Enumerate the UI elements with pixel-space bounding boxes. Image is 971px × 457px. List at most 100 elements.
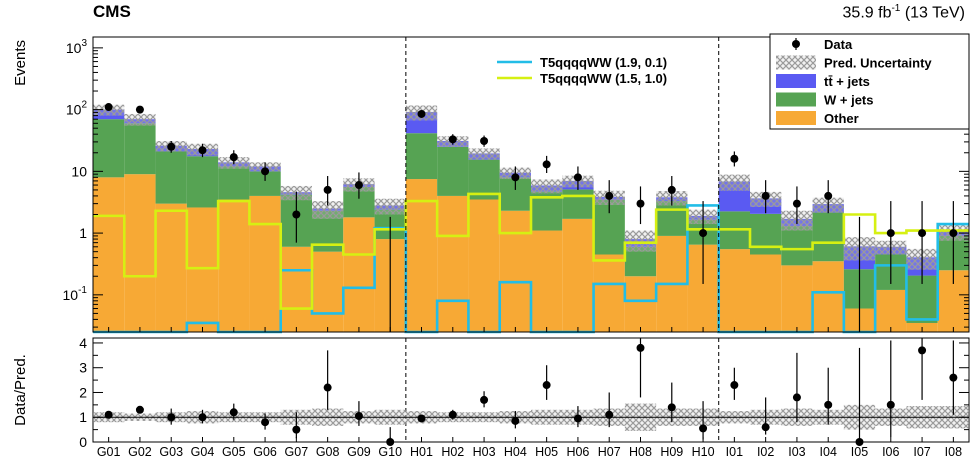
bar-other (93, 177, 125, 332)
top-frame (92, 36, 970, 333)
bar-other (562, 218, 594, 332)
ratio-point (229, 408, 238, 417)
bottom-frame (92, 337, 970, 443)
bar-wjets (93, 119, 125, 178)
y-tick-label: 10-1 (63, 285, 88, 303)
uncertainty-band (531, 179, 563, 194)
ratio-point (323, 383, 332, 392)
bar-wjets (405, 133, 438, 180)
x-tick-label: H02 (441, 445, 464, 457)
data-point (511, 173, 520, 182)
experiment-label: CMS (93, 2, 131, 21)
x-tick-label: G01 (97, 445, 121, 457)
x-tick-label: I06 (882, 445, 899, 457)
bar-wjets (218, 166, 250, 200)
data-point (918, 229, 927, 238)
data-point (417, 109, 426, 118)
x-tick-label: G08 (316, 445, 340, 457)
data-point (792, 199, 801, 208)
data-point (198, 146, 207, 155)
data-point (104, 103, 113, 112)
x-tick-label: G02 (128, 445, 152, 457)
bar-other (343, 217, 375, 332)
ratio-y-axis-label: Data/Pred. (12, 354, 29, 426)
bar-other (312, 251, 344, 332)
ratio-point (448, 410, 457, 419)
data-point (573, 173, 582, 182)
bar-other (781, 265, 813, 332)
ratio-y-tick-label: 2 (79, 384, 87, 400)
luminosity-label: 35.9 fb-1 (13 TeV) (843, 3, 965, 22)
data-point (761, 191, 770, 200)
x-tick-label: H07 (598, 445, 621, 457)
bar-wjets (781, 226, 813, 266)
data-point (730, 154, 739, 163)
bar-other (280, 246, 312, 332)
uncertainty-band (312, 201, 344, 219)
data-point (135, 105, 144, 114)
ratio-point (699, 424, 708, 433)
bar-other (812, 261, 844, 332)
y-tick-label: 103 (66, 38, 88, 56)
bar-other (405, 179, 438, 332)
data-point (292, 210, 301, 219)
ratio-point (480, 395, 489, 404)
data-point (480, 137, 489, 146)
bar-wjets (624, 246, 657, 277)
x-tick-label: H04 (504, 445, 527, 457)
ratio-point (824, 400, 833, 409)
y-tick-base: 10 (66, 102, 82, 118)
x-tick-label: G05 (222, 445, 246, 457)
ratio-point (261, 418, 270, 427)
ratio-point (135, 405, 144, 414)
y-tick-base: 10 (66, 40, 82, 56)
x-tick-label: H10 (692, 445, 715, 457)
data-point (699, 229, 708, 238)
uncertainty-band (124, 113, 156, 126)
bar-other (624, 276, 657, 332)
x-tick-label: G03 (159, 445, 183, 457)
ratio-point (167, 413, 176, 422)
ratio-point (511, 416, 520, 425)
bar-wjets (124, 123, 156, 175)
x-tick-label: H06 (566, 445, 589, 457)
data-point (636, 199, 645, 208)
ratio-point (761, 423, 770, 432)
ratio-point (104, 410, 113, 419)
y-tick-label: 102 (66, 100, 88, 118)
ratio-point (636, 343, 645, 352)
ratio-point (730, 381, 739, 390)
ratio-y-tick-label: 0 (79, 434, 87, 450)
bar-other (249, 195, 281, 332)
data-point (605, 191, 614, 200)
data-point (323, 185, 332, 194)
x-tick-label: G06 (253, 445, 277, 457)
bar-other (593, 254, 625, 332)
bar-wjets (750, 213, 782, 255)
lumi-value: 35.9 fb (842, 4, 892, 22)
x-tick-label: G07 (285, 445, 309, 457)
ratio-point (354, 412, 363, 420)
legend-swatch (776, 55, 816, 70)
bar-other (186, 207, 219, 332)
x-tick-label: H05 (535, 445, 558, 457)
ratio-point (792, 393, 801, 402)
legend-signal-entry: T5qqqqWW (1.5, 1.0) (540, 71, 667, 86)
ratio-point (198, 413, 207, 422)
x-tick-label: G09 (347, 445, 371, 457)
legend-swatch (776, 92, 816, 107)
data-point (949, 229, 958, 238)
legend-entry: Pred. Uncertainty (824, 56, 932, 71)
top-y-axis-label: Events (12, 40, 29, 86)
legend-data-marker (792, 40, 800, 48)
uncertainty-band (624, 230, 657, 252)
legend-entry: W + jets (824, 93, 874, 108)
bar-other (437, 195, 469, 332)
uncertainty-band (374, 198, 406, 215)
data-point (354, 181, 363, 190)
y-tick-label: 10 (71, 163, 87, 179)
ratio-y-tick-label: 3 (79, 360, 87, 376)
bar-wjets (656, 201, 688, 236)
